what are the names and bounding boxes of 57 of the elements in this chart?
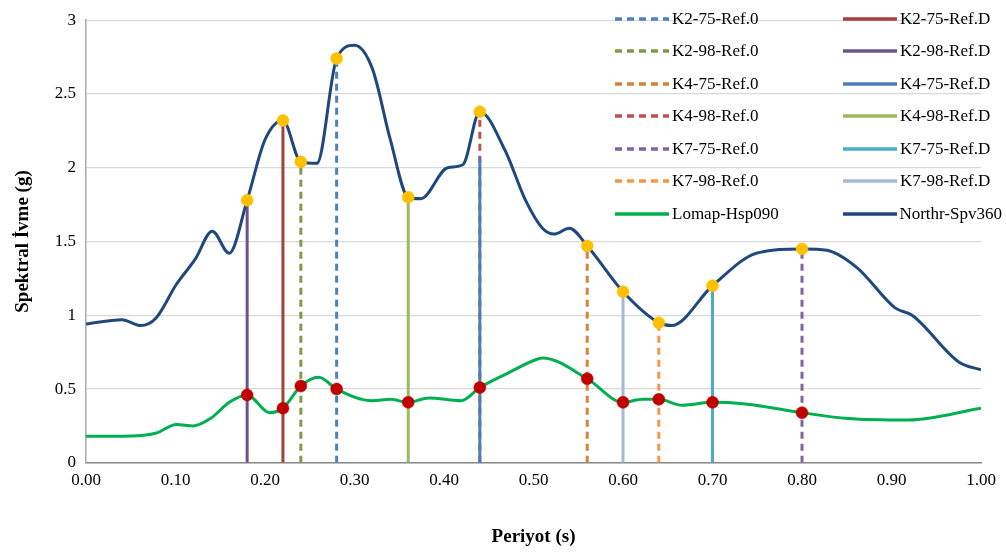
legend-label: K7-98-Ref.0 <box>672 171 759 192</box>
x-tick-label: 0.50 <box>518 470 549 490</box>
legend-label: K7-75-Ref.D <box>900 138 991 159</box>
legend-label: K2-75-Ref.0 <box>672 8 759 29</box>
legend-label: Northr-Spv360 <box>899 203 1002 224</box>
point <box>473 105 487 118</box>
point <box>401 190 415 204</box>
point <box>706 396 719 409</box>
y-tick-label: 2 <box>67 157 77 177</box>
legend-label: K2-98-Ref.D <box>900 41 991 62</box>
legend-label: Lomap-Hsp090 <box>672 203 779 224</box>
legend-label: K4-98-Ref.0 <box>672 106 759 127</box>
y-tick-label: 0.5 <box>54 378 77 398</box>
x-tick-label: 0.90 <box>876 470 907 490</box>
y-axis-title: Spektral İvme (g) <box>11 170 34 313</box>
legend-label: K2-98-Ref.0 <box>672 41 759 62</box>
point <box>294 155 308 169</box>
point <box>580 239 594 253</box>
x-tick-label: 0.40 <box>429 470 459 490</box>
point <box>580 372 594 385</box>
point <box>240 193 254 207</box>
point <box>330 382 343 396</box>
legend-label: K4-75-Ref.D <box>900 73 991 94</box>
y-tick-label: 1.5 <box>54 230 77 250</box>
point <box>652 316 666 329</box>
x-tick-label: 0.00 <box>71 470 101 490</box>
y-tick-label: 0 <box>67 452 77 472</box>
y-tick-label: 1 <box>67 304 77 324</box>
y-tick-label: 2.5 <box>54 83 77 103</box>
x-tick-label: 0.30 <box>339 470 370 490</box>
x-tick-label: 0.80 <box>787 470 817 490</box>
point <box>706 279 719 293</box>
x-axis-title: Periyot (s) <box>491 524 576 547</box>
point <box>294 379 308 393</box>
point <box>276 401 290 415</box>
point <box>240 388 254 402</box>
legend-label: K7-75-Ref.0 <box>672 138 759 159</box>
point <box>276 114 290 127</box>
legend-label: K4-75-Ref.0 <box>672 73 759 94</box>
line-series <box>86 356 981 438</box>
point <box>616 285 630 298</box>
point <box>795 406 809 419</box>
point <box>330 52 343 65</box>
legend-label: K7-98-Ref.D <box>900 171 991 192</box>
y-tick-label: 3 <box>67 9 77 29</box>
x-tick-label: 0.20 <box>250 470 280 490</box>
point <box>616 396 630 409</box>
x-tick-label: 1.00 <box>966 470 996 490</box>
x-tick-label: 0.70 <box>697 470 728 490</box>
point <box>795 242 809 256</box>
point <box>473 381 487 394</box>
point <box>401 396 415 409</box>
legend-label: K2-75-Ref.D <box>900 8 991 29</box>
x-tick-label: 0.10 <box>160 470 191 490</box>
point <box>652 393 666 406</box>
x-tick-label: 0.60 <box>608 470 638 490</box>
legend-label: K4-98-Ref.D <box>900 106 991 127</box>
